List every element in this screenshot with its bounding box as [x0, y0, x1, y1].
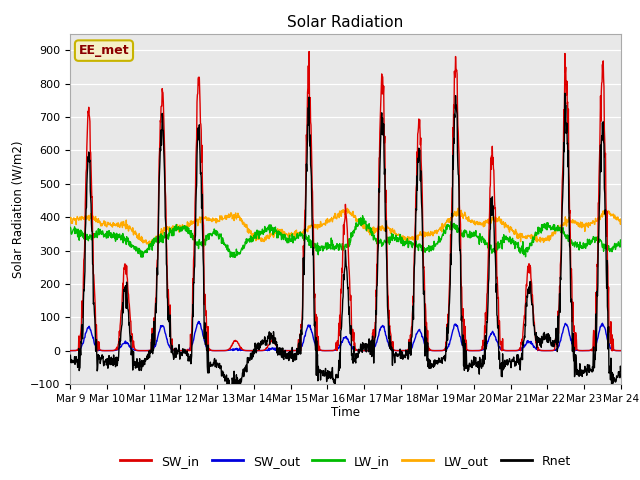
Rnet: [617, 368, 625, 374]
Rnet: [227, 390, 234, 396]
LW_out: [617, 216, 625, 222]
SW_in: [504, 348, 511, 353]
LW_in: [138, 254, 145, 260]
SW_out: [189, 340, 196, 346]
Rnet: [552, 334, 559, 340]
SW_out: [252, 348, 259, 353]
SW_in: [305, 48, 313, 54]
Rnet: [189, 302, 196, 308]
LW_in: [617, 237, 625, 243]
SW_out: [67, 348, 74, 353]
LW_in: [189, 237, 197, 243]
LW_in: [504, 236, 511, 242]
LW_out: [189, 219, 197, 225]
Rnet: [251, 347, 259, 352]
LW_in: [432, 242, 440, 248]
X-axis label: Time: Time: [331, 407, 360, 420]
SW_out: [552, 347, 560, 352]
SW_out: [175, 348, 183, 353]
SW_out: [432, 348, 440, 353]
Rnet: [431, 360, 439, 366]
Y-axis label: Solar Radiation (W/m2): Solar Radiation (W/m2): [12, 140, 25, 277]
SW_in: [67, 348, 74, 353]
LW_out: [67, 217, 74, 223]
LW_out: [454, 205, 462, 211]
LW_in: [552, 225, 560, 231]
SW_in: [432, 348, 440, 353]
LW_out: [251, 234, 259, 240]
Line: LW_out: LW_out: [70, 208, 621, 244]
SW_in: [189, 287, 197, 293]
LW_in: [359, 213, 367, 218]
Line: Rnet: Rnet: [70, 93, 621, 393]
LW_out: [143, 241, 150, 247]
SW_out: [504, 348, 511, 353]
LW_out: [552, 228, 560, 234]
LW_out: [431, 228, 439, 234]
Line: SW_in: SW_in: [70, 51, 621, 350]
SW_in: [75, 348, 83, 353]
SW_out: [195, 319, 202, 324]
LW_in: [67, 225, 74, 230]
SW_out: [234, 348, 242, 353]
Rnet: [67, 352, 74, 358]
SW_in: [251, 348, 259, 353]
LW_in: [176, 229, 184, 235]
SW_in: [176, 348, 184, 353]
LW_in: [251, 232, 259, 238]
Rnet: [561, 90, 569, 96]
Title: Solar Radiation: Solar Radiation: [287, 15, 404, 30]
LW_out: [504, 224, 511, 229]
Legend: SW_in, SW_out, LW_in, LW_out, Rnet: SW_in, SW_out, LW_in, LW_out, Rnet: [115, 450, 576, 473]
Text: EE_met: EE_met: [79, 44, 129, 57]
Line: LW_in: LW_in: [70, 216, 621, 257]
LW_out: [176, 222, 184, 228]
SW_in: [552, 326, 560, 332]
Rnet: [175, 348, 183, 354]
Line: SW_out: SW_out: [70, 322, 621, 350]
Rnet: [504, 357, 511, 362]
SW_in: [617, 348, 625, 353]
SW_out: [617, 348, 625, 353]
